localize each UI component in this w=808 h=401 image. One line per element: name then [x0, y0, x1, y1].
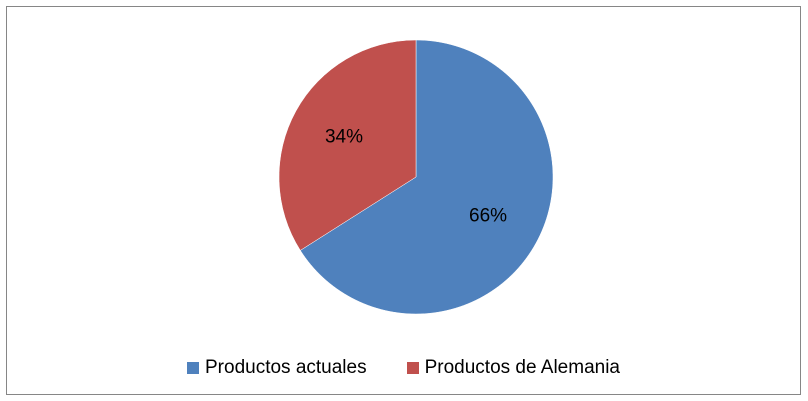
pie-chart: 66% 34% [7, 7, 802, 396]
legend-item-productos-de-alemania: Productos de Alemania [407, 357, 620, 379]
data-label-productos-actuales: 66% [469, 206, 507, 227]
legend-swatch-productos-de-alemania [407, 362, 419, 374]
legend-label-productos-de-alemania: Productos de Alemania [425, 357, 620, 379]
legend-swatch-productos-actuales [187, 362, 199, 374]
data-label-productos-de-alemania: 34% [325, 126, 363, 147]
legend-item-productos-actuales: Productos actuales [187, 357, 367, 379]
legend: Productos actuales Productos de Alemania [7, 357, 800, 379]
chart-area: 66% 34% Productos actuales Productos de A… [6, 6, 801, 395]
legend-label-productos-actuales: Productos actuales [205, 357, 367, 379]
